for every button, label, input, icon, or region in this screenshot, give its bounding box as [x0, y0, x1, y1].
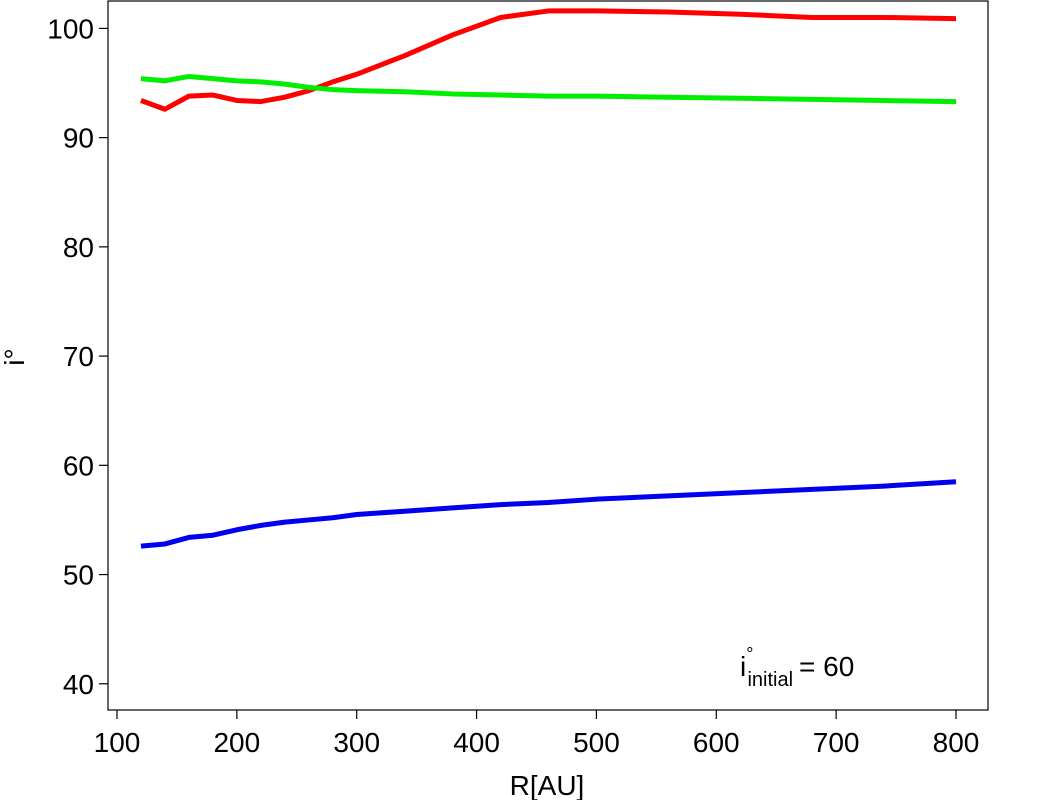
- x-tick-label: 600: [693, 727, 740, 758]
- y-tick-label: 40: [63, 669, 94, 700]
- y-tick-label: 70: [63, 341, 94, 372]
- annotation: i° initial = 60: [740, 644, 854, 691]
- y-tick-label: 100: [47, 13, 94, 44]
- x-tick-label: 100: [94, 727, 141, 758]
- annotation-rest: = 60: [799, 651, 854, 682]
- annotation-base: i: [740, 651, 746, 682]
- annotation-sup: °: [746, 644, 753, 664]
- x-tick-label: 400: [453, 727, 500, 758]
- x-tick-label: 500: [573, 727, 620, 758]
- plot-frame: [107, 0, 989, 711]
- y-tick-label: 80: [63, 232, 94, 263]
- annotation-sub: initial: [747, 669, 793, 691]
- y-tick-label: 50: [63, 560, 94, 591]
- y-tick-label: 90: [63, 123, 94, 154]
- x-tick-label: 200: [213, 727, 260, 758]
- x-tick-label: 700: [813, 727, 860, 758]
- y-axis-label: i°: [0, 348, 30, 365]
- x-tick-label: 800: [933, 727, 980, 758]
- data-line: [140, 479, 957, 549]
- data-line: [140, 8, 957, 112]
- x-tick-label: 300: [333, 727, 380, 758]
- y-tick-label: 60: [63, 450, 94, 481]
- data-line: [140, 73, 957, 105]
- x-axis-label: R[AU]: [510, 770, 585, 800]
